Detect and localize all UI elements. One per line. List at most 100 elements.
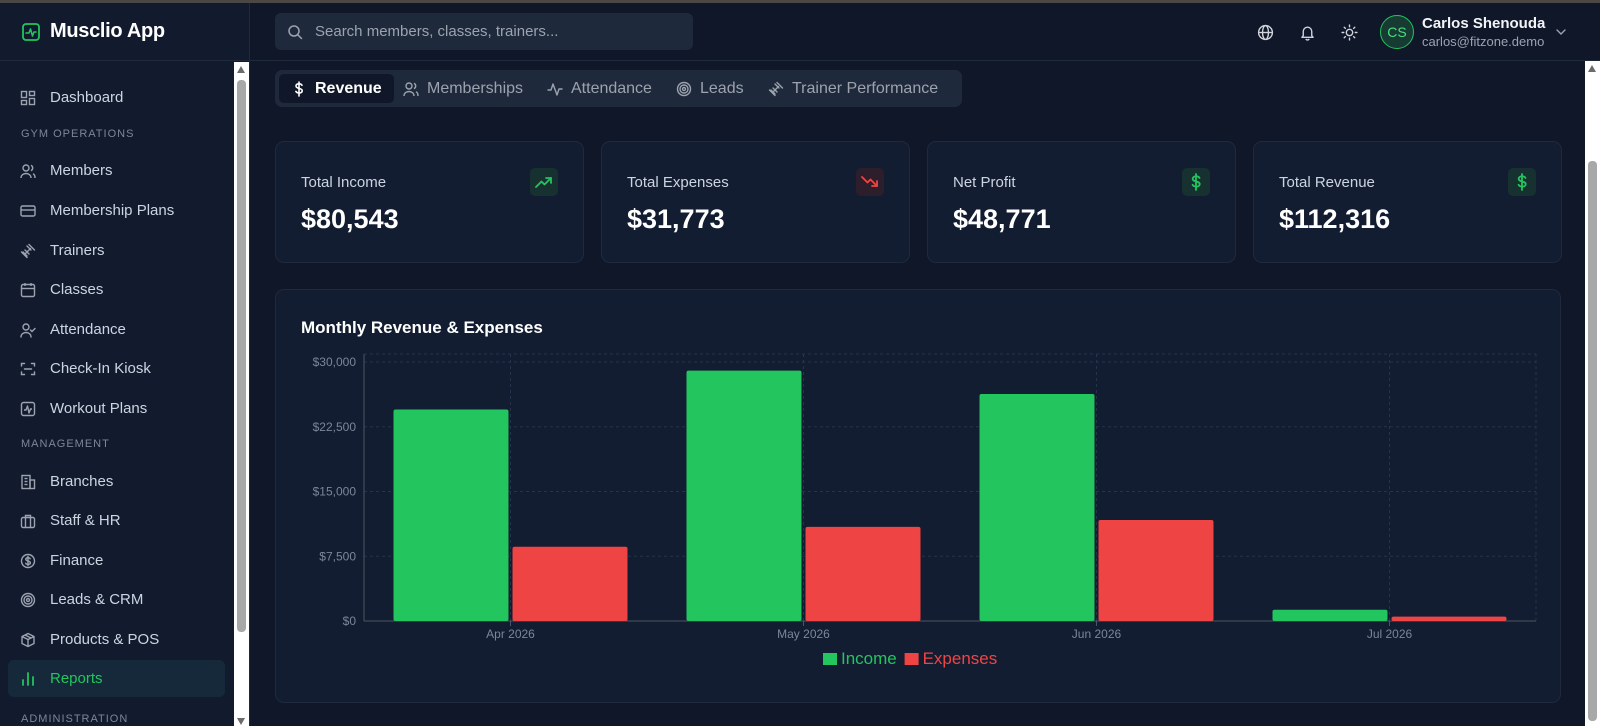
activity-square-icon [22, 22, 40, 41]
search-box[interactable] [275, 13, 693, 50]
y-tick-label: $30,000 [313, 355, 357, 369]
trending-up-icon [530, 168, 558, 196]
sidebar-item-trainers[interactable]: Trainers [8, 232, 225, 269]
sidebar-item-label: Membership Plans [50, 202, 175, 219]
sidebar-item-membership-plans[interactable]: Membership Plans [8, 192, 225, 229]
tab-memberships[interactable]: Memberships [391, 74, 535, 103]
dumbbell-icon [768, 81, 784, 97]
sidebar-item-finance[interactable]: Finance [8, 542, 225, 579]
sidebar: Musclio App Dashboard GYM OPERATIONS Mem… [0, 3, 250, 726]
window-top-edge [0, 0, 1600, 3]
tab-label: Memberships [427, 79, 524, 97]
income-bar [1272, 609, 1388, 621]
sidebar-item-label: Trainers [50, 242, 105, 259]
sidebar-item-classes[interactable]: Classes [8, 271, 225, 308]
globe-icon [1257, 24, 1273, 40]
x-tick-label: May 2026 [777, 627, 830, 641]
tab-label: Leads [700, 79, 744, 97]
sidebar-item-label: Dashboard [50, 89, 124, 106]
credit-card-icon [20, 203, 36, 219]
sidebar-item-label: Finance [50, 552, 104, 569]
activity-square-icon [20, 401, 36, 417]
x-tick-label: Apr 2026 [486, 627, 535, 641]
legend-label: Expenses [923, 649, 998, 668]
trending-down-icon [856, 168, 884, 196]
sidebar-item-attendance[interactable]: Attendance [8, 311, 225, 348]
income-bar [393, 409, 509, 621]
sidebar-item-label: Products & POS [50, 631, 160, 648]
user-check-icon [20, 322, 36, 338]
sidebar-item-label: Members [50, 162, 113, 179]
tab-trainer-performance[interactable]: Trainer Performance [756, 74, 950, 103]
sidebar-item-dashboard[interactable]: Dashboard [8, 79, 225, 116]
package-icon [20, 632, 36, 648]
legend-swatch [823, 653, 837, 665]
chart-card-monthly-revenue: Monthly Revenue & Expenses $0 $7,500 $15,0… [275, 289, 1561, 703]
chevron-down-icon[interactable] [1555, 27, 1567, 37]
scroll-up-arrow-icon[interactable] [237, 66, 245, 73]
scrollbar-thumb[interactable] [1588, 161, 1597, 721]
main-scrollbar[interactable] [1585, 61, 1600, 726]
section-management: MANAGEMENT [21, 438, 110, 450]
language-button[interactable] [1256, 23, 1274, 41]
income-bar [979, 393, 1095, 621]
y-tick-label: $15,000 [313, 485, 357, 499]
sidebar-item-products-pos[interactable]: Products & POS [8, 621, 225, 658]
sidebar-item-staff-hr[interactable]: Staff & HR [8, 502, 225, 539]
scan-icon [20, 361, 36, 377]
briefcase-icon [20, 513, 36, 529]
scroll-up-arrow-icon[interactable] [1588, 65, 1596, 72]
brand[interactable]: Musclio App [0, 3, 249, 61]
y-tick-label: $22,500 [313, 420, 357, 434]
scroll-down-arrow-icon[interactable] [237, 718, 245, 725]
income-bar [686, 370, 802, 621]
sidebar-item-workout-plans[interactable]: Workout Plans [8, 390, 225, 427]
stat-label: Total Expenses [627, 174, 729, 191]
stat-value: $31,773 [627, 204, 725, 234]
avatar[interactable]: CS [1380, 15, 1414, 49]
search-input[interactable] [315, 23, 675, 40]
expenses-bar [805, 526, 921, 621]
sidebar-item-checkin-kiosk[interactable]: Check-In Kiosk [8, 350, 225, 387]
sidebar-item-label: Classes [50, 281, 104, 298]
tab-leads[interactable]: Leads [664, 74, 756, 103]
dollar-circle-icon [20, 553, 36, 569]
section-gym-operations: GYM OPERATIONS [21, 128, 135, 140]
layout-grid-icon [20, 90, 36, 106]
tab-attendance[interactable]: Attendance [535, 74, 664, 103]
legend-label: Income [841, 649, 897, 668]
sidebar-item-label: Workout Plans [50, 400, 148, 417]
sidebar-item-branches[interactable]: Branches [8, 463, 225, 500]
sidebar-item-label: Attendance [50, 321, 126, 338]
dollar-icon [1182, 168, 1210, 196]
search-icon [288, 24, 303, 39]
chart-title: Monthly Revenue & Expenses [301, 318, 543, 337]
activity-icon [547, 81, 563, 97]
tab-revenue[interactable]: Revenue [279, 74, 394, 103]
theme-toggle-button[interactable] [1340, 23, 1358, 41]
dollar-icon [1508, 168, 1536, 196]
stat-value: $80,543 [301, 204, 399, 234]
scrollbar-thumb[interactable] [237, 80, 246, 632]
stat-card-total-income: Total Income $80,543 [275, 141, 584, 263]
bar-chart: $0 $7,500 $15,000 $22,500 $30,000 Apr 2026 May… [313, 353, 1537, 668]
x-tick-label: Jul 2026 [1367, 627, 1413, 641]
top-header: CS Carlos Shenouda carlos@fitzone.demo [250, 3, 1600, 61]
tab-label: Revenue [315, 79, 382, 97]
sidebar-item-reports[interactable]: Reports [8, 660, 225, 697]
sidebar-item-members[interactable]: Members [8, 152, 225, 189]
dumbbell-icon [20, 243, 36, 259]
sidebar-item-label: Leads & CRM [50, 591, 144, 608]
stat-label: Net Profit [953, 174, 1016, 191]
stat-card-total-expenses: Total Expenses $31,773 [601, 141, 910, 263]
user-name[interactable]: Carlos Shenouda [1422, 15, 1546, 32]
legend-swatch [904, 653, 919, 665]
users-icon [403, 81, 419, 97]
brand-name: Musclio App [50, 20, 165, 42]
notifications-button[interactable] [1298, 23, 1316, 41]
sidebar-item-label: Check-In Kiosk [50, 360, 151, 377]
sidebar-scrollbar[interactable] [234, 62, 249, 726]
expenses-bar [512, 546, 628, 621]
sun-icon [1340, 23, 1358, 41]
sidebar-item-leads-crm[interactable]: Leads & CRM [8, 581, 225, 618]
